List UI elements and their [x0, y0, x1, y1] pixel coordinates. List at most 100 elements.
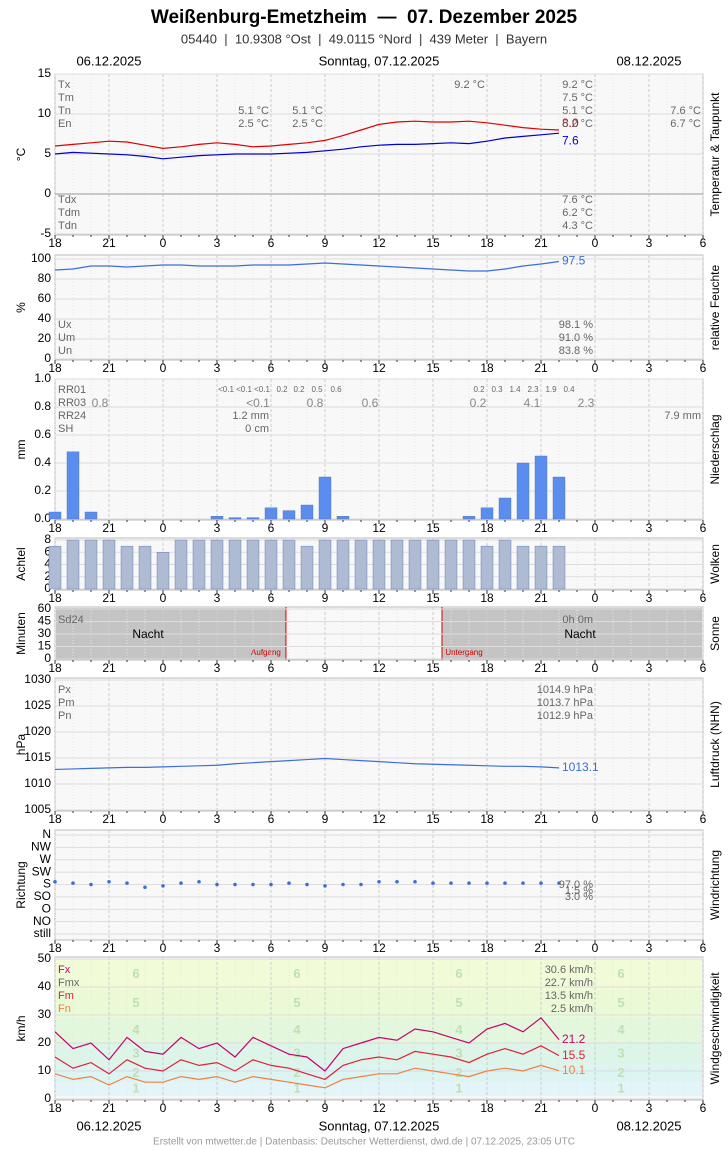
bar: [408, 539, 422, 590]
x-tick-label: 3: [646, 361, 653, 375]
point: [395, 879, 399, 884]
stat-label: Tdx: [58, 194, 77, 206]
x-tick-label: 3: [646, 521, 653, 535]
stat-label: 7.9 mm: [664, 410, 701, 422]
stat-label: Nacht: [564, 627, 596, 641]
bar: [372, 539, 386, 590]
y-tick-label: 0: [44, 351, 51, 365]
stat-label: 4.1: [524, 396, 541, 410]
bar: [66, 539, 80, 590]
x-tick-label: 15: [426, 1101, 440, 1115]
stat-label: 1012.9 hPa: [537, 710, 594, 722]
x-tick-label: 12: [372, 591, 386, 605]
beaufort-label: 4: [132, 1022, 140, 1037]
beaufort-label: 1: [132, 1081, 139, 1096]
x-tick-label: 15: [426, 361, 440, 375]
stat-label: 22.7 km/h: [545, 977, 593, 989]
side-label: Niederschlag: [708, 414, 722, 484]
stat-label: 1.2 mm: [232, 410, 269, 422]
x-tick-label: 3: [214, 361, 221, 375]
x-tick-label: 18: [480, 236, 494, 250]
x-tick-label: 18: [480, 521, 494, 535]
x-tick-label: 21: [102, 236, 116, 250]
y-tick-label: 30: [38, 1007, 52, 1021]
stat-label: 1.4: [509, 385, 521, 394]
point: [107, 879, 111, 884]
side-label: Windrichtung: [708, 850, 722, 920]
side-label: relative Feuchte: [708, 264, 722, 350]
y-tick-label: S: [43, 877, 51, 891]
x-tick-label: 18: [48, 361, 62, 375]
stat-label: 5.2 °C: [562, 118, 593, 130]
x-tick-label: 18: [480, 941, 494, 955]
y-tick-label: 0.0: [34, 511, 51, 525]
y-tick-label: 15: [38, 639, 52, 653]
bar: [246, 517, 260, 520]
y-tick-label: 20: [38, 331, 52, 345]
x-tick-label: 18: [480, 812, 494, 826]
x-tick-label: 6: [268, 812, 275, 826]
point: [287, 881, 291, 885]
x-tick-label: 9: [322, 591, 329, 605]
beaufort-label: 2: [132, 1065, 139, 1080]
series-line: [54, 260, 560, 272]
x-tick-label: 9: [322, 1101, 329, 1115]
beaufort-label: 1: [617, 1081, 624, 1096]
y-tick-label: 1.0: [34, 371, 51, 385]
series-line: [54, 1064, 560, 1089]
x-tick-label: 6: [700, 661, 707, 675]
x-tick-label: 9: [322, 941, 329, 955]
point: [449, 881, 453, 885]
x-tick-label: 6: [268, 521, 275, 535]
x-tick-label: 0: [160, 1101, 167, 1115]
y-axis-label: Achtel: [14, 547, 28, 580]
x-tick-label: 0: [160, 236, 167, 250]
stat-label: Fn: [58, 1003, 71, 1015]
stat-label: Nacht: [132, 627, 164, 641]
point: [431, 881, 435, 885]
x-tick-label: 3: [646, 661, 653, 675]
y-tick-label: 1015: [24, 750, 51, 764]
bar: [102, 539, 116, 590]
stat-label: 2.3: [578, 396, 595, 410]
beaufort-label: 5: [455, 995, 462, 1010]
x-tick-label: 18: [48, 591, 62, 605]
series-line: [54, 132, 560, 160]
x-tick-label: 0: [592, 812, 599, 826]
stat-label: 0.6: [362, 396, 379, 410]
y-tick-label: 40: [38, 979, 52, 993]
stat-label: 6.7 °C: [670, 118, 701, 130]
x-tick-label: 15: [426, 521, 440, 535]
beaufort-label: 4: [455, 1022, 463, 1037]
stat-label: 9.2 °C: [562, 79, 593, 91]
bar: [282, 510, 296, 520]
x-tick-label: 21: [102, 1101, 116, 1115]
stat-label: 6.2 °C: [562, 207, 593, 219]
bar: [120, 545, 134, 590]
bar: [552, 476, 566, 520]
point: [269, 882, 273, 887]
x-tick-label: 0: [592, 1101, 599, 1115]
x-tick-label: 12: [372, 941, 386, 955]
stat-label: RR01: [58, 384, 86, 396]
y-tick-label: 8: [44, 532, 51, 546]
point: [323, 884, 327, 888]
stat-label: 7.6 °C: [562, 194, 593, 206]
x-tick-label: 21: [534, 941, 548, 955]
x-tick-label: 15: [426, 661, 440, 675]
x-tick-label: 21: [534, 236, 548, 250]
y-tick-label: 60: [38, 601, 52, 615]
x-tick-label: 0: [592, 591, 599, 605]
bar: [516, 462, 530, 520]
x-tick-label: 18: [480, 1101, 494, 1115]
point: [503, 881, 507, 885]
stat-label: 0.4: [563, 385, 575, 394]
bar: [318, 476, 332, 520]
point: [143, 885, 147, 890]
x-tick-label: 0: [592, 361, 599, 375]
stat-label: 98.1 %: [559, 319, 593, 331]
stat-label: 0.2: [470, 396, 487, 410]
point: [467, 881, 471, 885]
y-axis-label: km/h: [14, 1015, 28, 1041]
bar: [210, 539, 224, 590]
